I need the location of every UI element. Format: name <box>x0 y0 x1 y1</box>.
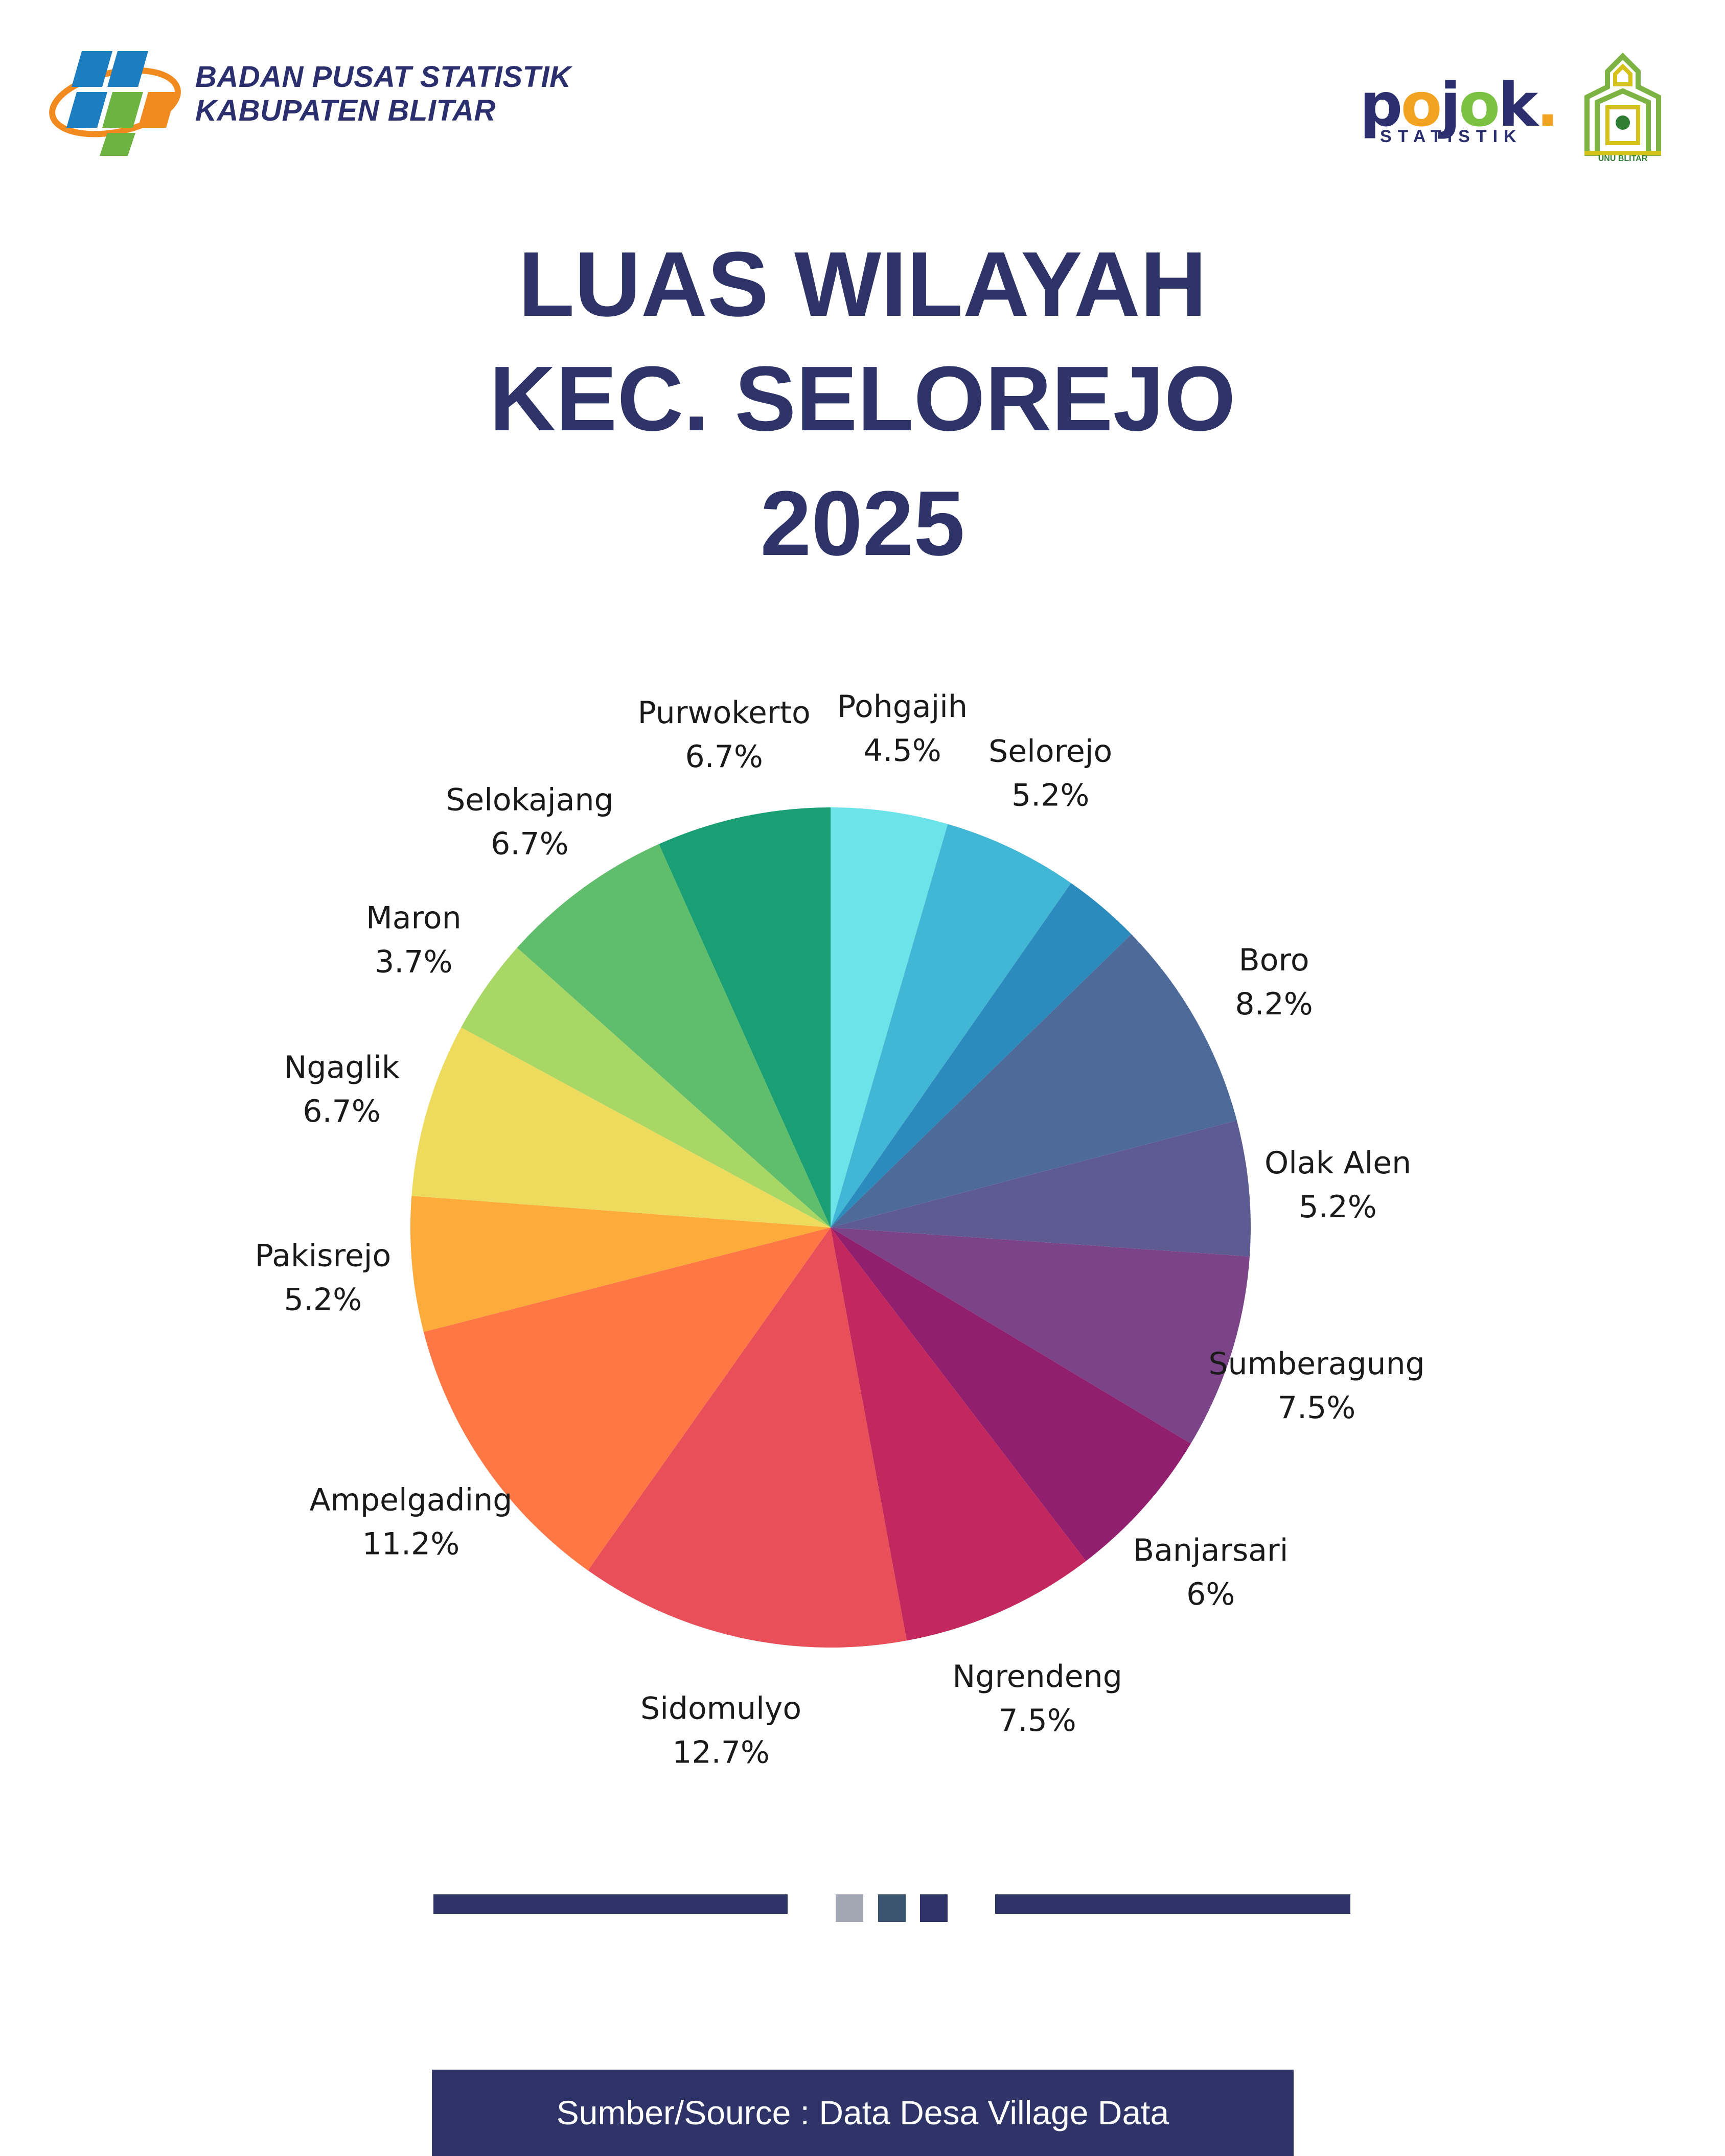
pie-chart-svg: Pohgajih 4.5% Selorejo 5.2% Boro 8.2% Olak Ale… <box>255 689 1425 1771</box>
title-line-1: LUAS WILAYAH <box>518 233 1207 336</box>
slice-label-ngrendeng: Ngrendeng <box>952 1659 1122 1695</box>
slice-value-ampelgading: 11.2% <box>362 1526 460 1562</box>
slice-value-selorejo: 5.2% <box>1011 778 1089 814</box>
slice-value-maron: 3.7% <box>375 944 452 980</box>
header: BADAN PUSAT STATISTIK KABUPATEN BLITAR p… <box>0 0 1725 184</box>
org-line-2: KABUPATEN BLITAR <box>195 94 496 127</box>
pie-slice-selorejo <box>831 824 1071 1227</box>
slice-value-sumberagung: 7.5% <box>1278 1390 1355 1426</box>
slice-value-boro: 8.2% <box>1235 986 1313 1022</box>
pie-slice-sidomulyo <box>588 1227 907 1648</box>
pie-slice-maron <box>461 947 831 1227</box>
slice-label-olak-alen: Olak Alen <box>1264 1145 1411 1181</box>
slice-value-olak-alen: 5.2% <box>1299 1189 1376 1225</box>
divider-square-3 <box>920 1894 948 1922</box>
pojok-word: pojok. <box>1360 69 1559 140</box>
pie-slice-ngaglik <box>411 1027 831 1227</box>
slice-value-purwokerto: 6.7% <box>685 739 763 775</box>
divider-square-1 <box>836 1894 863 1922</box>
pojok-statistik-logo: pojok. STATISTIK <box>1360 72 1559 153</box>
slice-label-purwokerto: Purwokerto <box>638 695 811 731</box>
pie-slice-sumberagung <box>831 1227 1250 1444</box>
pojok-subtitle: STATISTIK <box>1380 127 1523 146</box>
slice-value-selokajang: 6.7% <box>491 826 568 862</box>
pie-slice-selokajang <box>517 844 831 1227</box>
organization-name: BADAN PUSAT STATISTIK KABUPATEN BLITAR <box>195 60 571 128</box>
slice-label-sumberagung: Sumberagung <box>1208 1346 1424 1382</box>
source-footer: Sumber/Source : Data Desa Village Data <box>432 2070 1294 2156</box>
slice-label-ngaglik: Ngaglik <box>284 1050 400 1085</box>
slice-value-ngaglik: 6.7% <box>303 1094 380 1129</box>
pie-slice-unlabeled-2 <box>831 883 1132 1227</box>
slice-label-pohgajih: Pohgajih <box>837 689 968 725</box>
bps-logo-icon <box>49 51 181 156</box>
slice-label-maron: Maron <box>366 900 462 936</box>
slice-label-pakisrejo: Pakisrejo <box>255 1238 392 1274</box>
pie-chart: Pohgajih 4.5% Selorejo 5.2% Boro 8.2% Olak Ale… <box>0 664 1725 1819</box>
slice-label-selokajang: Selokajang <box>446 782 613 818</box>
org-line-1: BADAN PUSAT STATISTIK <box>195 60 571 94</box>
pie-slice-ngrendeng <box>831 1227 1086 1641</box>
unu-blitar-logo-icon: UNU BLITAR <box>1584 52 1661 163</box>
pie-slice-banjarsari <box>831 1227 1191 1561</box>
pie-slice-ampelgading <box>423 1227 831 1570</box>
pie-slice-boro <box>831 934 1237 1227</box>
slice-value-sidomulyo: 12.7% <box>672 1735 770 1771</box>
slice-value-banjarsari: 6% <box>1186 1577 1235 1612</box>
slice-label-selorejo: Selorejo <box>988 734 1112 770</box>
slice-label-sidomulyo: Sidomulyo <box>640 1691 801 1727</box>
pie-slice-purwokerto <box>659 807 831 1227</box>
slice-label-banjarsari: Banjarsari <box>1133 1533 1288 1568</box>
divider-square-2 <box>878 1894 906 1922</box>
unu-label: UNU BLITAR <box>1598 154 1648 163</box>
pie-slice-olak-alen <box>831 1120 1251 1257</box>
divider-left <box>433 1894 788 1914</box>
slice-value-ngrendeng: 7.5% <box>998 1703 1076 1738</box>
pie-slice-pohgajih <box>831 807 948 1227</box>
page-title: LUAS WILAYAH KEC. SELOREJO 2025 <box>0 227 1725 581</box>
pie-slice-pakisrejo <box>410 1196 831 1332</box>
title-year: 2025 <box>760 472 965 575</box>
slice-value-pohgajih: 4.5% <box>863 733 941 769</box>
title-line-2: KEC. SELOREJO <box>489 347 1236 450</box>
slice-label-ampelgading: Ampelgading <box>309 1482 512 1518</box>
slice-value-pakisrejo: 5.2% <box>284 1282 362 1318</box>
divider-right <box>995 1894 1350 1914</box>
slice-label-boro: Boro <box>1239 942 1309 978</box>
